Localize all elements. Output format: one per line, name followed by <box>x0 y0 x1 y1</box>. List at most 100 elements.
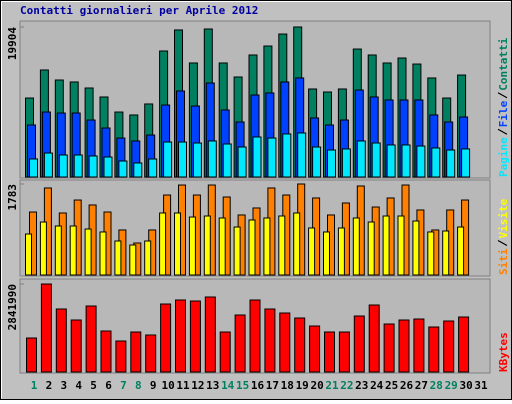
bar <box>382 215 390 276</box>
bar <box>234 314 246 373</box>
bar <box>341 148 351 178</box>
bar <box>397 215 405 276</box>
bar <box>431 147 441 178</box>
legend-separator <box>497 128 508 135</box>
bar <box>412 220 420 276</box>
bar <box>264 308 276 373</box>
legend-label: KBytes <box>497 332 510 372</box>
bar <box>73 154 83 178</box>
bar <box>386 144 396 178</box>
bar <box>160 303 172 373</box>
x-tick-label: 21 <box>325 379 339 392</box>
bar <box>29 158 38 178</box>
bar <box>312 146 322 178</box>
bar <box>368 304 380 373</box>
bar <box>207 140 217 178</box>
bar <box>70 319 82 373</box>
bar <box>222 143 232 178</box>
chart-title: Contatti giornalieri per Aprile 2012 <box>20 4 258 17</box>
x-tick-label: 19 <box>296 379 309 392</box>
bar <box>352 217 360 276</box>
legend: Pagine File Contatti <box>497 37 510 177</box>
bar <box>267 137 277 178</box>
bar <box>249 299 261 373</box>
bar <box>398 319 410 373</box>
legend: Siti Visite <box>497 198 510 275</box>
bar <box>69 225 77 276</box>
bar <box>54 225 62 276</box>
bar <box>443 320 455 373</box>
bar <box>188 216 196 276</box>
bar <box>39 221 47 276</box>
bar <box>203 215 211 276</box>
legend-label: Contatti <box>497 37 510 90</box>
bar <box>43 152 53 178</box>
x-tick-label: 28 <box>430 379 443 392</box>
bar <box>383 323 395 373</box>
bar <box>133 162 143 178</box>
bar <box>103 156 113 178</box>
x-tick-label: 30 <box>459 379 472 392</box>
bar <box>219 331 231 373</box>
bar <box>100 330 112 373</box>
bar <box>118 160 128 178</box>
bar <box>25 233 32 276</box>
bar <box>26 337 37 373</box>
bar <box>85 305 97 373</box>
bar <box>58 154 68 178</box>
bar <box>248 219 256 276</box>
bar <box>293 212 301 276</box>
x-tick-label: 6 <box>105 379 112 392</box>
x-tick-label: 23 <box>355 379 368 392</box>
bar <box>279 312 291 373</box>
bar <box>55 308 67 373</box>
x-tick-label: 25 <box>385 379 398 392</box>
bar <box>428 326 440 373</box>
x-tick-label: 5 <box>90 379 97 392</box>
x-tick-label: 26 <box>400 379 414 392</box>
legend-label: Siti <box>497 248 510 275</box>
x-tick-label: 29 <box>445 379 458 392</box>
x-tick-label: 17 <box>266 379 279 392</box>
bar <box>148 158 158 178</box>
x-tick-label: 24 <box>370 379 384 392</box>
x-tick-label: 27 <box>415 379 428 392</box>
legend-separator <box>497 92 508 99</box>
bar <box>178 141 187 178</box>
bar <box>461 148 471 178</box>
bar <box>442 230 450 276</box>
bar <box>294 317 306 373</box>
bar <box>416 145 426 178</box>
x-tick-label: 10 <box>161 379 174 392</box>
x-tick-label: 9 <box>150 379 157 392</box>
bar <box>163 141 173 178</box>
y-tick-label: 2841990 <box>6 284 19 330</box>
bar <box>218 217 226 276</box>
bar <box>159 212 167 276</box>
bar <box>233 226 241 276</box>
x-tick-label: 15 <box>236 379 249 392</box>
x-tick-label: 13 <box>206 379 219 392</box>
bar <box>297 132 307 178</box>
bar <box>446 149 456 178</box>
x-tick-label: 14 <box>221 379 235 392</box>
legend-label: Visite <box>497 198 510 238</box>
bar <box>401 144 411 178</box>
legend: KBytes <box>497 332 510 372</box>
bar <box>175 299 186 373</box>
bar <box>192 142 202 178</box>
x-tick-label: 18 <box>281 379 294 392</box>
x-tick-label: 7 <box>120 379 127 392</box>
bar <box>337 227 345 276</box>
bar <box>308 227 316 276</box>
bar <box>282 133 292 178</box>
bar <box>145 334 157 373</box>
bar <box>115 340 127 373</box>
bar <box>427 231 435 276</box>
bar <box>40 283 52 373</box>
bar <box>252 136 262 178</box>
bar <box>144 240 152 276</box>
x-tick-label: 4 <box>75 379 82 392</box>
